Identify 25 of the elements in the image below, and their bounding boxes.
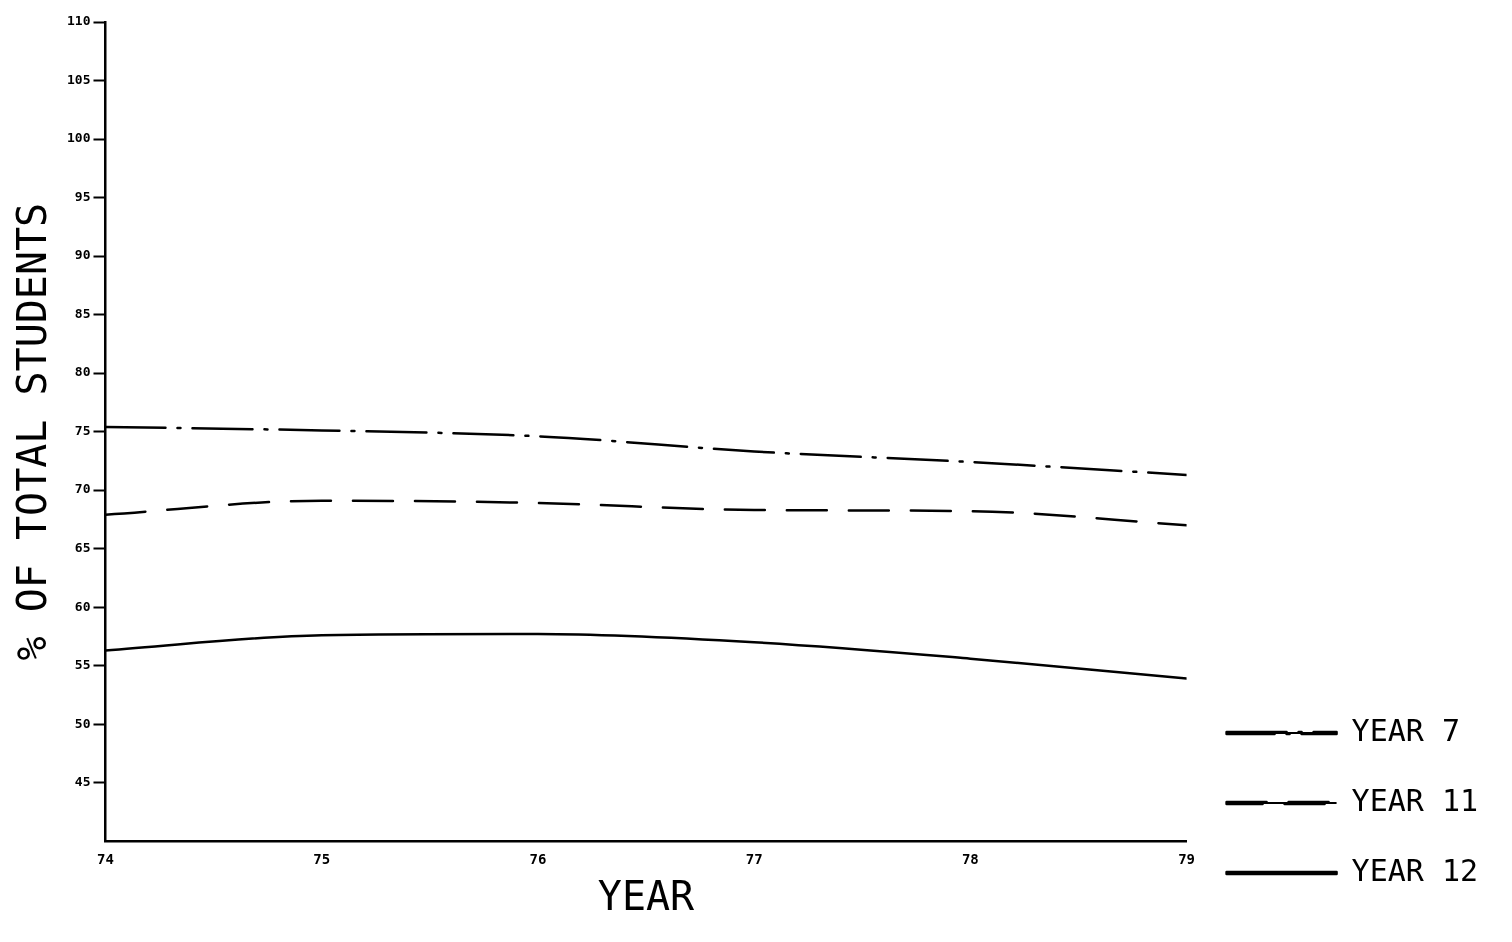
y-tick-label: 85 [74, 305, 91, 321]
y-tick-label: 50 [74, 715, 91, 731]
legend-label: YEAR 12 [1351, 852, 1479, 888]
x-tick-label: 77 [745, 851, 763, 868]
y-tick-label: 65 [74, 540, 91, 555]
y-tick-label: 55 [74, 657, 91, 673]
x-tick-label: 78 [961, 851, 979, 868]
y-tick-label: 100 [67, 130, 91, 146]
x-tick-label: 75 [313, 851, 331, 868]
y-tick-label: 90 [74, 247, 91, 263]
y-tick-label: 75 [74, 422, 91, 438]
x-tick-label: 79 [1178, 851, 1195, 868]
x-axis-title: YEAR [597, 873, 696, 920]
y-tick-label: 110 [67, 13, 91, 29]
x-tick-label: 74 [97, 851, 114, 868]
y-axis-title: % OF TOTAL STUDENTS [9, 202, 56, 661]
y-tick-label: 105 [67, 71, 91, 87]
legend-label: YEAR 11 [1351, 782, 1479, 818]
y-tick-label: 45 [74, 774, 91, 790]
legend-label: YEAR 7 [1351, 712, 1460, 748]
y-tick-label: 80 [74, 364, 91, 380]
y-tick-label: 60 [74, 598, 91, 614]
y-tick-label: 95 [74, 188, 91, 204]
y-tick-label: 70 [74, 481, 91, 497]
x-tick-label: 76 [529, 851, 547, 868]
